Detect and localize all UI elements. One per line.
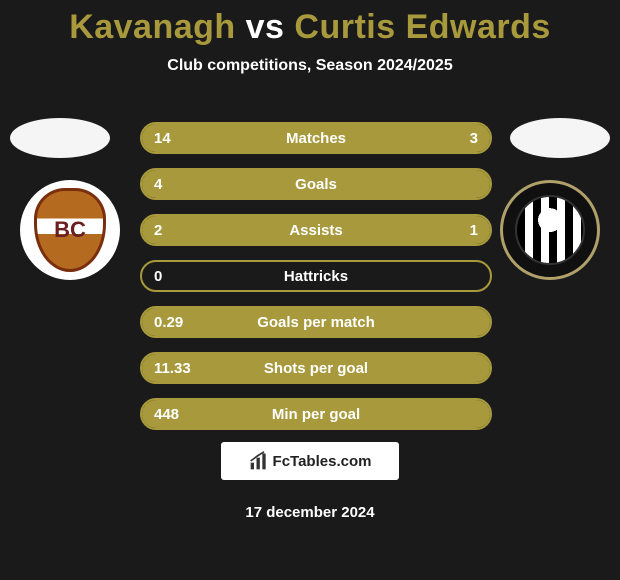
fctables-logo: FcTables.com — [221, 442, 399, 480]
player1-photo-placeholder — [10, 118, 110, 158]
stat-label: Hattricks — [142, 262, 490, 290]
player1-club-crest: BC — [20, 180, 120, 280]
stat-row: 21Assists — [140, 214, 492, 246]
date-text: 17 december 2024 — [0, 504, 620, 521]
vs-text: vs — [246, 8, 285, 46]
stat-label: Shots per goal — [142, 354, 490, 382]
chart-icon — [249, 451, 269, 471]
page-title: Kavanagh vs Curtis Edwards — [0, 0, 620, 47]
player2-photo-placeholder — [510, 118, 610, 158]
notts-county-crest-icon — [515, 195, 585, 265]
stat-label: Goals — [142, 170, 490, 198]
stat-label: Matches — [142, 124, 490, 152]
subtitle: Club competitions, Season 2024/2025 — [0, 57, 620, 75]
stat-row: 4Goals — [140, 168, 492, 200]
stat-row: 0.29Goals per match — [140, 306, 492, 338]
stat-row: 0Hattricks — [140, 260, 492, 292]
bradford-crest-icon: BC — [34, 188, 106, 272]
stat-row: 448Min per goal — [140, 398, 492, 430]
logo-text: FcTables.com — [273, 453, 372, 470]
player2-club-crest — [500, 180, 600, 280]
stats-bars: 143Matches 4Goals 21Assists 0Hattricks 0.29G… — [140, 122, 492, 444]
stat-label: Min per goal — [142, 400, 490, 428]
stat-row: 143Matches — [140, 122, 492, 154]
player2-name: Curtis Edwards — [294, 8, 550, 46]
crest-abbrev: BC — [54, 217, 86, 243]
stat-label: Assists — [142, 216, 490, 244]
stat-label: Goals per match — [142, 308, 490, 336]
player1-name: Kavanagh — [69, 8, 236, 46]
stat-row: 11.33Shots per goal — [140, 352, 492, 384]
